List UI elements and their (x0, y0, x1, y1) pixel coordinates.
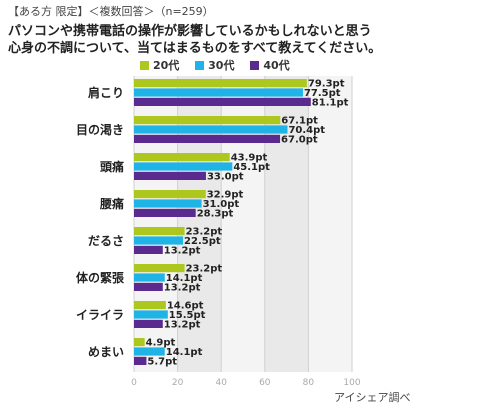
x-tick-label: 60 (259, 378, 271, 388)
legend-item-20s: 20代 (140, 57, 179, 73)
bar (134, 227, 185, 236)
bar-value-label: 5.7pt (147, 357, 177, 368)
bar (134, 356, 147, 365)
bar (134, 116, 281, 125)
bar (134, 190, 206, 199)
legend-item-30s: 30代 (195, 57, 234, 73)
bar-value-label: 28.3pt (197, 209, 234, 220)
legend-label-40s: 40代 (263, 59, 290, 72)
legend-label-30s: 30代 (208, 59, 235, 72)
category-label: 目の渇き (76, 122, 124, 137)
bar-value-label: 14.1pt (166, 273, 203, 284)
bar-value-label: 13.2pt (164, 246, 201, 257)
bar (134, 319, 163, 328)
legend-swatch-40s (250, 61, 260, 70)
question-line-2: 心身の不調について、当てはまるものをすべて教えてください。 (8, 41, 382, 56)
category-label: 腰痛 (99, 196, 124, 211)
legend-swatch-20s (140, 61, 149, 70)
bar (134, 171, 206, 180)
legend-label-20s: 20代 (153, 59, 180, 72)
survey-header: 【ある方 限定】＜複数回答＞（n=259） (8, 5, 214, 18)
bar-value-label: 45.1pt (233, 162, 270, 173)
x-tick-label: 0 (131, 378, 137, 388)
grid-band (177, 76, 222, 372)
bar-value-label: 31.0pt (203, 199, 240, 210)
source-credit: アイシェア調べ (334, 391, 411, 404)
bar (134, 208, 196, 217)
category-label: めまい (88, 345, 124, 359)
category-label: 肩こり (88, 85, 124, 100)
x-tick-label: 100 (343, 378, 360, 388)
x-tick-label: 80 (303, 378, 315, 388)
bar (134, 347, 165, 356)
bar-value-label: 67.1pt (281, 116, 318, 127)
bar-value-label: 79.3pt (308, 79, 345, 90)
category-label: イライラ (76, 308, 124, 322)
grid-band (264, 76, 309, 372)
bar (134, 338, 145, 347)
category-label: だるさ (88, 234, 124, 248)
bar-value-label: 23.2pt (186, 227, 223, 238)
bar (134, 162, 233, 171)
bar-value-label: 67.0pt (281, 135, 318, 146)
grid-band (221, 76, 265, 372)
bar-value-label: 13.2pt (164, 320, 201, 331)
bar (134, 153, 230, 162)
legend-item-40s: 40代 (250, 57, 290, 73)
bar-value-label: 43.9pt (231, 153, 268, 164)
bar-value-label: 81.1pt (312, 98, 349, 109)
bar-value-label: 22.5pt (184, 236, 221, 247)
bar (134, 310, 168, 319)
bar (134, 282, 163, 291)
bar-value-label: 14.6pt (167, 301, 204, 312)
bar (134, 97, 311, 106)
bar (134, 79, 307, 88)
bar-value-label: 32.9pt (207, 190, 244, 201)
bar-value-label: 15.5pt (169, 310, 206, 321)
bar (134, 301, 166, 310)
bar (134, 236, 184, 245)
bar-value-label: 77.5pt (304, 88, 341, 99)
bar-value-label: 14.1pt (166, 347, 203, 358)
bar-value-label: 13.2pt (164, 283, 201, 294)
legend-swatch-30s (195, 61, 205, 70)
x-tick-label: 40 (215, 378, 227, 388)
legend: 20代 30代 40代 (140, 57, 302, 73)
bar-value-label: 33.0pt (207, 172, 244, 183)
bar (134, 264, 185, 273)
grid-band (308, 76, 352, 372)
bar-value-label: 23.2pt (186, 264, 223, 275)
bar (134, 199, 202, 208)
bar-value-label: 4.9pt (146, 338, 176, 349)
bar (134, 245, 163, 254)
x-tick-label: 20 (172, 378, 184, 388)
bar (134, 273, 165, 282)
bar (134, 88, 303, 97)
bar-value-label: 70.4pt (288, 125, 325, 136)
category-label: 頭痛 (100, 159, 124, 174)
bar (134, 134, 281, 143)
category-label: 体の緊張 (76, 270, 125, 285)
question-line-1: パソコンや携帯電話の操作が影響しているかもしれないと思う (8, 24, 372, 39)
bar (134, 125, 288, 134)
